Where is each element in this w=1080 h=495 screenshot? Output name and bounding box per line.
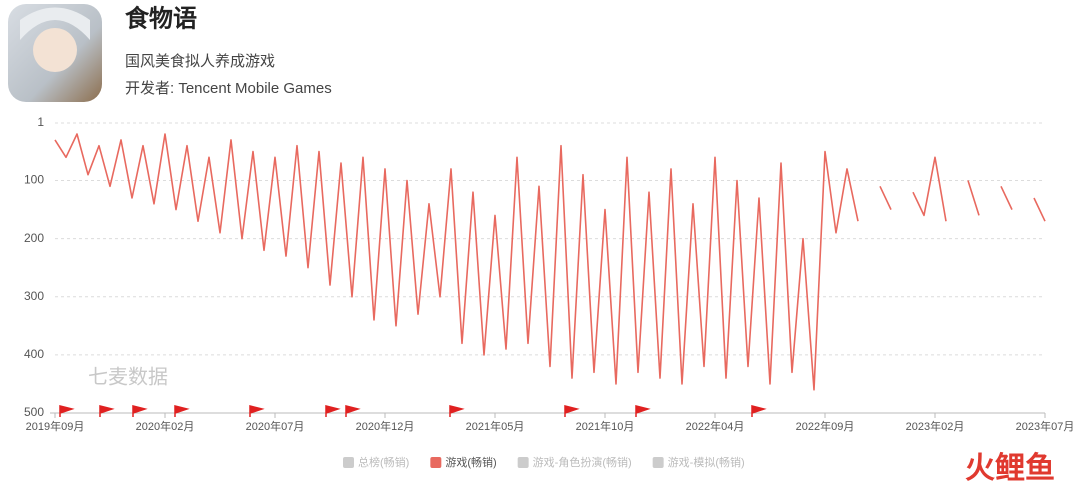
event-flag: [635, 405, 651, 417]
legend-label: 游戏-模拟(畅销): [668, 455, 745, 469]
x-tick-label: 2020年12月: [356, 419, 415, 433]
x-tick-label: 2022年09月: [796, 419, 855, 433]
legend-swatch: [517, 457, 529, 468]
event-flag: [564, 405, 580, 417]
event-flag: [59, 405, 75, 417]
x-tick-label: 2019年09月: [26, 419, 85, 433]
rank-line: [54, 133, 1046, 391]
logo: 火鲤鱼: [965, 451, 1055, 485]
event-flag: [99, 405, 115, 417]
event-flag: [174, 405, 190, 417]
x-tick-label: 2021年10月: [576, 419, 635, 433]
legend-swatch: [430, 457, 442, 468]
y-tick-label: 1: [37, 115, 44, 129]
x-tick-label: 2021年05月: [466, 419, 525, 433]
y-tick-label: 500: [24, 405, 44, 419]
y-tick-label: 300: [24, 289, 44, 303]
icon-hair: [20, 7, 90, 40]
y-tick-label: 100: [24, 173, 44, 187]
legend-label: 游戏(畅销): [445, 455, 496, 469]
app-title: 食物语: [125, 4, 197, 32]
legend-label: 游戏-角色扮演(畅销): [533, 455, 632, 469]
event-flag: [249, 405, 265, 417]
x-tick-label: 2022年04月: [686, 419, 745, 433]
event-flag: [325, 405, 341, 417]
event-flag: [751, 405, 767, 417]
watermark: 七麦数据: [88, 365, 168, 388]
event-flag: [132, 405, 148, 417]
x-tick-label: 2020年07月: [246, 419, 305, 433]
y-tick-label: 400: [24, 347, 44, 361]
x-tick-label: 2023年02月: [906, 419, 965, 433]
x-tick-label: 2023年07月: [1016, 419, 1075, 433]
legend-swatch: [343, 457, 354, 468]
legend-swatch: [652, 457, 664, 468]
app-subtitle: 国风美食拟人养成游戏: [125, 53, 275, 70]
x-tick-label: 2020年02月: [136, 419, 195, 433]
event-flag: [449, 405, 465, 417]
event-flag: [345, 405, 361, 417]
y-tick-label: 200: [24, 231, 44, 245]
developer: 开发者: Tencent Mobile Games: [125, 80, 332, 97]
legend-label: 总榜(畅销): [358, 455, 409, 469]
icon-face: [33, 28, 77, 72]
